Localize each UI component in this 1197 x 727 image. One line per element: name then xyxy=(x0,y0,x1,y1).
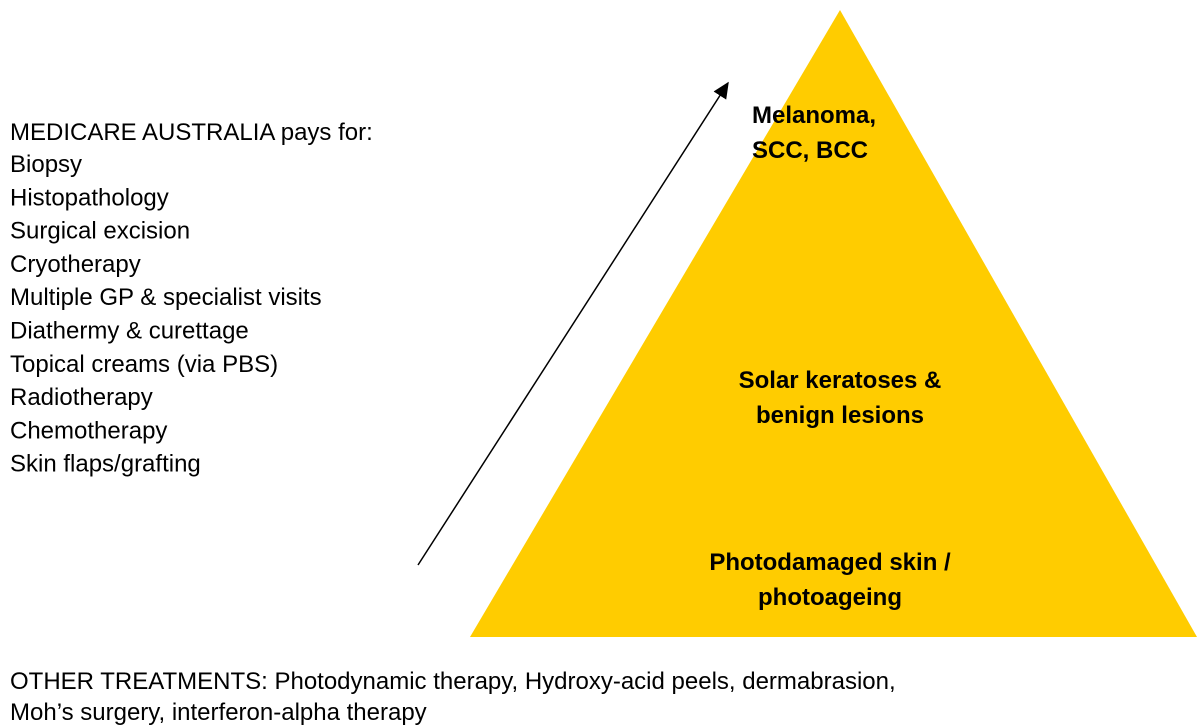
level-label: Melanoma, xyxy=(752,102,876,129)
level-label: Solar keratoses & xyxy=(739,367,942,394)
list-item: Chemotherapy xyxy=(10,417,167,444)
footer-text: OTHER TREATMENTS: Photodynamic therapy, … xyxy=(10,668,896,695)
list-item: Biopsy xyxy=(10,151,82,178)
left-list: MEDICARE AUSTRALIA pays for: Biopsy Histop… xyxy=(10,119,373,478)
pyramid xyxy=(470,10,1197,637)
list-item: Surgical excision xyxy=(10,218,190,245)
level-label: photoageing xyxy=(758,584,902,611)
footer-text: Moh’s surgery, interferon-alpha therapy xyxy=(10,699,427,726)
list-item: Multiple GP & specialist visits xyxy=(10,284,322,311)
level-label: SCC, BCC xyxy=(752,137,868,164)
list-item: Skin flaps/grafting xyxy=(10,451,201,478)
list-item: MEDICARE AUSTRALIA pays for: xyxy=(10,119,373,146)
pyramid-labels: Melanoma, SCC, BCC Solar keratoses & ben… xyxy=(709,102,951,611)
list-item: Radiotherapy xyxy=(10,384,153,411)
level-label: benign lesions xyxy=(756,402,924,429)
list-item: Diathermy & curettage xyxy=(10,318,249,345)
level-label: Photodamaged skin / xyxy=(709,549,951,576)
list-item: Histopathology xyxy=(10,184,169,211)
arrow xyxy=(417,81,729,566)
list-item: Cryotherapy xyxy=(10,251,141,278)
list-item: Topical creams (via PBS) xyxy=(10,351,278,378)
